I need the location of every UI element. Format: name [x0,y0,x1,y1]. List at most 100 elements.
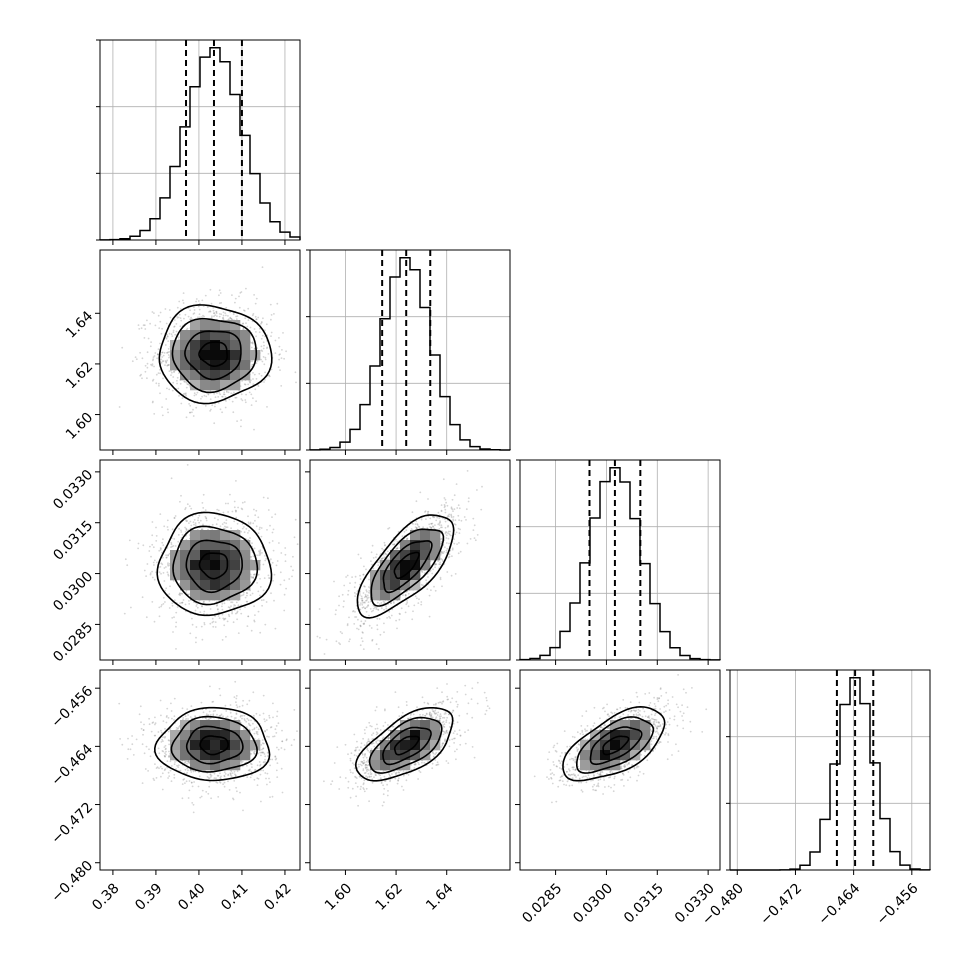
scatter-point [227,606,230,608]
scatter-point [160,729,162,732]
scatter-point [148,550,151,552]
scatter-point [233,391,235,394]
scatter-point [235,601,238,604]
density-cell [240,330,251,341]
scatter-point [279,353,281,356]
density-cell [240,340,251,351]
scatter-point [166,707,169,710]
scatter-point [467,500,470,503]
scatter-point [189,318,192,321]
scatter-point [229,317,232,319]
scatter-point [175,330,178,333]
scatter-point [195,636,197,639]
scatter-point [339,631,342,633]
scatter-point [235,712,238,715]
scatter-point [359,594,361,596]
scatter-point [360,595,363,598]
scatter-point [253,732,256,735]
scatter-point [172,329,175,332]
scatter-point [448,553,451,556]
scatter-point [264,559,267,562]
density-cell [220,560,231,571]
scatter-point [188,593,191,595]
scatter-point [201,502,204,504]
scatter-point [155,777,158,779]
scatter-point [262,563,265,566]
scatter-point [157,731,160,733]
scatter-point [450,506,453,509]
scatter-point [186,383,189,386]
scatter-point [444,498,447,501]
scatter-point [165,566,167,568]
scatter-point [226,391,228,393]
scatter-point [466,542,469,545]
scatter-point [158,767,160,770]
scatter-point [272,528,275,531]
scatter-point [270,335,272,337]
scatter-point [277,366,280,368]
scatter-point [259,594,261,597]
density-cell [180,340,191,351]
scatter-point [365,589,368,591]
scatter-point [250,556,253,558]
scatter-point [222,527,225,530]
scatter-point [264,554,266,557]
scatter-point [268,541,271,544]
scatter-point [194,522,197,525]
scatter-point [158,571,161,574]
scatter-point [260,345,263,348]
scatter-point [190,771,193,773]
scatter-point [192,521,195,524]
scatter-point [268,577,270,579]
scatter-point [438,517,441,519]
scatter-point [149,345,152,348]
scatter-point [376,601,379,604]
scatter-point [412,610,414,613]
scatter-point [341,632,343,635]
scatter-point [211,404,214,407]
scatter-point [166,364,169,367]
scatter-point [280,552,283,554]
scatter-point [339,643,341,646]
scatter-point [181,783,184,785]
scatter-point [167,364,170,366]
scatter-point [258,550,260,553]
scatter-point [246,764,248,767]
scatter-point [247,307,250,310]
scatter-point [269,796,271,798]
scatter-point [219,525,222,528]
scatter-point [239,608,242,611]
scatter-point [173,776,176,779]
scatter-point [465,519,467,521]
scatter-point [162,603,165,605]
scatter-point [379,633,382,636]
scatter-point [347,593,349,596]
scatter-point [161,556,164,559]
scatter-point [221,395,223,398]
scatter-point [161,541,164,544]
scatter-point [404,594,407,597]
scatter-point [199,519,202,522]
density-cell [190,350,201,361]
density-cell [210,340,221,351]
scatter-point [245,720,248,723]
scatter-point [153,620,156,623]
scatter-point [417,525,420,528]
panel-1-1 [306,249,511,455]
scatter-point [250,629,253,632]
scatter-point [382,600,385,603]
scatter-point [185,381,188,384]
scatter-point [241,508,244,511]
scatter-point [169,760,172,763]
scatter-point [447,532,449,535]
scatter-point [145,616,148,619]
scatter-point [218,313,221,315]
scatter-point [210,302,213,305]
scatter-point [190,507,193,510]
scatter-point [235,396,238,399]
scatter-point [368,578,370,581]
scatter-point [160,547,162,550]
scatter-point [128,539,131,542]
scatter-point [153,564,155,566]
density-cell [210,320,221,331]
